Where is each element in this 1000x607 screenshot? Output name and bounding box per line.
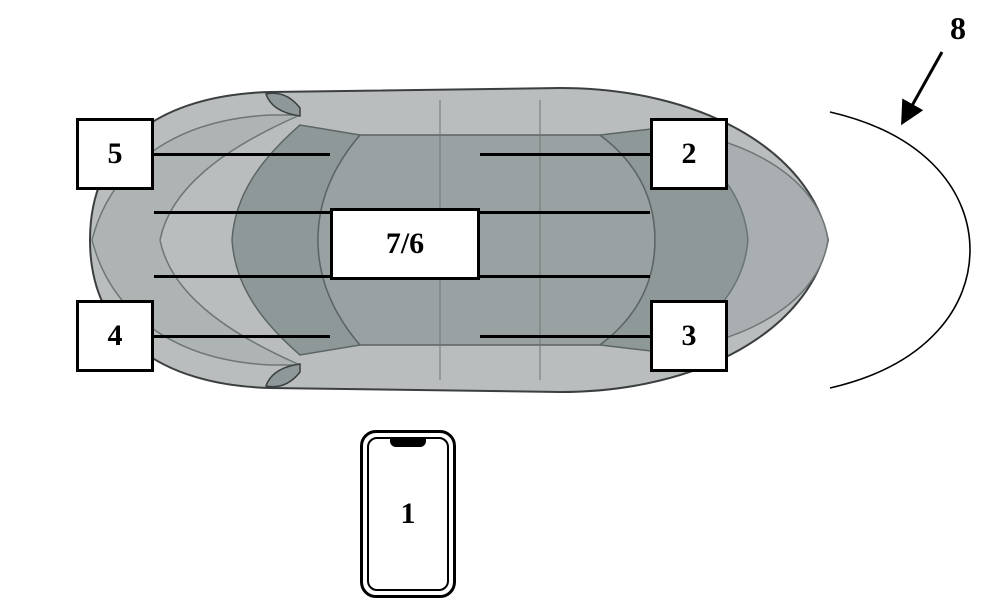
phone-label: 1 xyxy=(360,430,456,598)
trunk-detection-zone xyxy=(830,112,970,388)
wire xyxy=(480,211,650,214)
wire xyxy=(480,335,650,338)
box-5: 5 xyxy=(76,118,154,190)
callout-label-8: 8 xyxy=(950,10,966,47)
box-7-6: 7/6 xyxy=(330,208,480,280)
diagram-stage: 5 4 2 3 7/6 8 1 xyxy=(0,0,1000,607)
wire xyxy=(154,211,330,214)
smartphone: 1 xyxy=(360,430,456,598)
box-4: 4 xyxy=(76,300,154,372)
box-2: 2 xyxy=(650,118,728,190)
wire xyxy=(154,275,330,278)
wire xyxy=(154,335,330,338)
box-3: 3 xyxy=(650,300,728,372)
wire xyxy=(480,153,650,156)
wire xyxy=(480,275,650,278)
wire xyxy=(154,153,330,156)
callout-arrow xyxy=(904,52,942,120)
